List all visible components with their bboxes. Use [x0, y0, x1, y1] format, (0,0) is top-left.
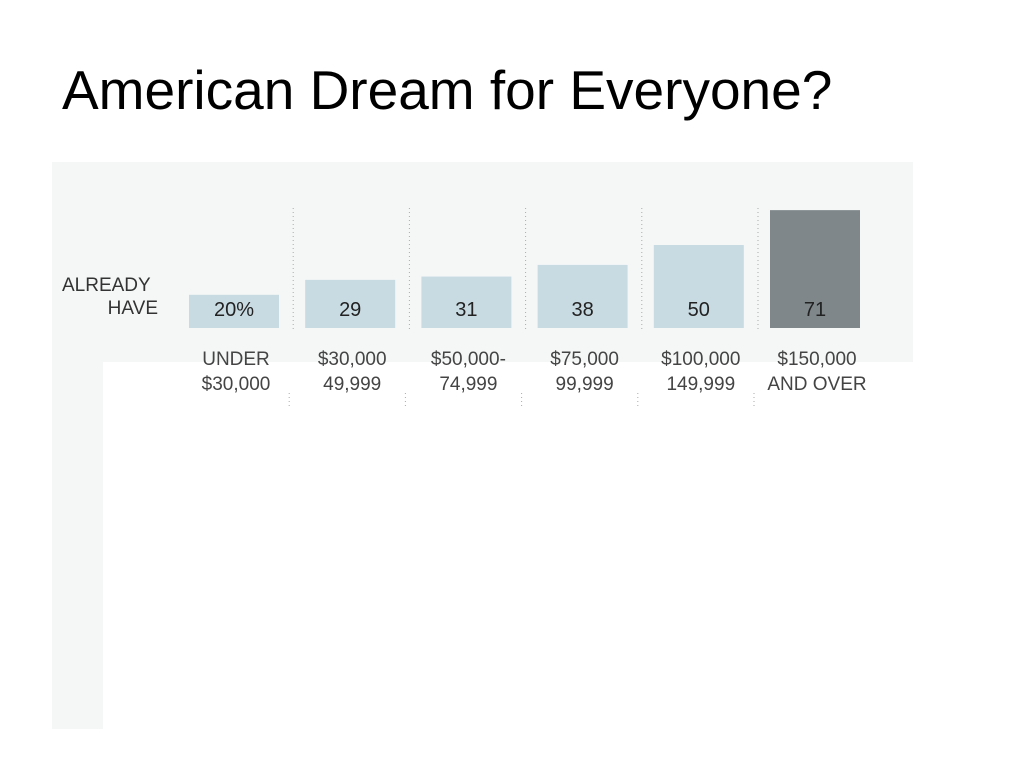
bar: [421, 276, 512, 328]
bar: [189, 294, 279, 328]
series-label: ALREADY HAVE: [62, 274, 158, 320]
category-label: 49,999: [323, 374, 381, 395]
bar: [653, 245, 744, 328]
category-label: $30,000: [318, 349, 387, 370]
category-label: 99,999: [556, 374, 614, 395]
category-label: $100,000: [661, 349, 740, 370]
category-label: 149,999: [666, 374, 735, 395]
bar-value-label: 38: [571, 299, 593, 321]
series-label-line-1: ALREADY: [62, 275, 151, 296]
slide-title: American Dream for Everyone?: [62, 59, 833, 121]
bar-value-label: 20%: [214, 299, 254, 321]
chart-background-cutout-right: [889, 362, 913, 409]
bar-value-label: 29: [339, 299, 361, 321]
category-label: $150,000: [777, 349, 856, 370]
category-label: $75,000: [550, 349, 619, 370]
category-label: 74,999: [439, 374, 497, 395]
bar: [770, 210, 860, 328]
chart-background-cutout: [103, 362, 913, 409]
category-label: $30,000: [202, 374, 271, 395]
chart: 20% UNDER $30,000 29 $30,000 49,999 31 $50,000-…: [52, 162, 913, 409]
bar: [537, 264, 628, 328]
bar-value-label: 50: [688, 299, 710, 321]
series-label-line-2: HAVE: [107, 298, 158, 319]
bar: [305, 279, 396, 328]
category-label: AND OVER: [767, 374, 866, 395]
category-label: $50,000-: [431, 349, 506, 370]
bar-chart-svg: 20% UNDER $30,000 29 $30,000 49,999 31 $50,000-…: [52, 162, 913, 409]
bar-value-label: 31: [455, 299, 477, 321]
category-label: UNDER: [202, 349, 270, 370]
bar-value-label: 71: [804, 299, 826, 321]
